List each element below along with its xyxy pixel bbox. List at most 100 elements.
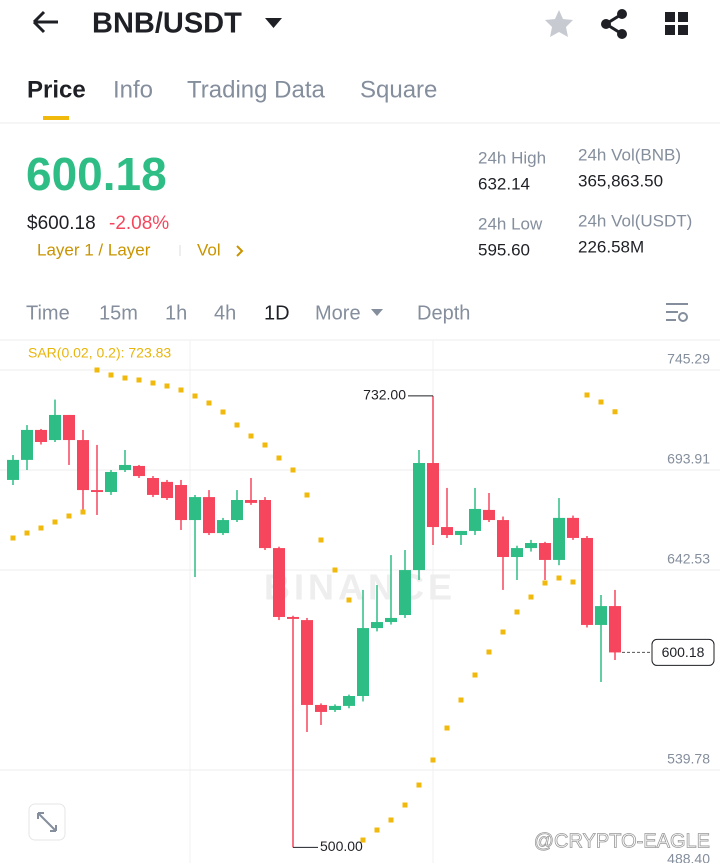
- sar-dot: [150, 380, 156, 386]
- last-price: 600.18: [26, 148, 167, 200]
- candle-body: [469, 508, 481, 531]
- candle-body: [245, 499, 257, 503]
- tag[interactable]: Layer 1 / Layer: [37, 240, 151, 259]
- candle-body: [77, 440, 89, 491]
- candle-body: [511, 548, 523, 558]
- sar-dot: [80, 509, 86, 515]
- favorite-star[interactable]: [545, 10, 573, 37]
- tab[interactable]: Info: [113, 76, 153, 103]
- sar-dot: [612, 409, 618, 415]
- tab[interactable]: Trading Data: [187, 76, 326, 103]
- candle-body: [119, 464, 131, 471]
- watermark: BINANCE: [264, 567, 456, 608]
- candle-body: [567, 517, 579, 538]
- candle-body: [581, 537, 593, 625]
- sar-dot: [290, 467, 296, 473]
- sar-dot: [444, 725, 450, 731]
- interval[interactable]: Depth: [417, 302, 470, 324]
- candle-body: [231, 499, 243, 521]
- sar-dot: [458, 697, 464, 703]
- sar-dot: [514, 609, 520, 615]
- sar-dot: [248, 433, 254, 439]
- interval[interactable]: Time: [26, 302, 70, 324]
- tab[interactable]: Square: [360, 76, 437, 103]
- back-button[interactable]: [32, 10, 58, 34]
- candle-body: [7, 459, 19, 480]
- interval[interactable]: 1D: [264, 302, 290, 324]
- sar-dot: [472, 672, 478, 678]
- indicator-label: SAR(0.02, 0.2): 723.83: [28, 345, 171, 361]
- candle-body: [385, 617, 397, 623]
- candle-body: [35, 429, 47, 442]
- candle-body: [595, 606, 607, 625]
- candle-body: [315, 704, 327, 712]
- candle-body: [189, 497, 201, 521]
- interval[interactable]: 4h: [214, 302, 236, 324]
- chart-settings-icon[interactable]: [666, 303, 688, 322]
- sar-dot: [234, 422, 240, 428]
- candle-body: [455, 530, 467, 536]
- sar-dot: [416, 782, 422, 788]
- sar-dot: [192, 393, 198, 399]
- sar-dot: [598, 399, 604, 405]
- sar-dot: [346, 597, 352, 603]
- candle-body: [161, 481, 173, 499]
- candle-body: [147, 478, 159, 495]
- candle-body: [49, 414, 61, 441]
- sar-dot: [122, 375, 128, 381]
- sar-dot: [38, 525, 44, 531]
- sar-dot: [220, 409, 226, 415]
- interval[interactable]: 15m: [99, 302, 138, 324]
- candle-body: [21, 429, 33, 460]
- interval[interactable]: More: [315, 302, 361, 324]
- sar-dot: [556, 575, 562, 581]
- y-tick-label: 745.29: [667, 351, 710, 367]
- stat-value: 595.60: [478, 240, 530, 259]
- candle-body: [357, 628, 369, 696]
- candle-body: [217, 520, 229, 534]
- sar-dot: [108, 372, 114, 378]
- stat-value: 365,863.50: [578, 171, 663, 190]
- sar-dot: [66, 513, 72, 519]
- tab[interactable]: Price: [27, 76, 86, 103]
- sar-dot: [178, 387, 184, 393]
- stat-label: 24h Low: [478, 214, 543, 233]
- pair-title[interactable]: BNB/USDT: [92, 8, 242, 40]
- sar-dot: [584, 392, 590, 398]
- candle-body: [609, 606, 621, 653]
- sar-dot: [486, 649, 492, 655]
- tag[interactable]: Vol: [197, 240, 221, 259]
- candle-body: [63, 414, 75, 441]
- sar-dot: [276, 455, 282, 461]
- watermark: @CRYPTO-EAGLE: [534, 830, 710, 852]
- candle-body: [329, 705, 341, 711]
- high-label: 732.00: [363, 387, 406, 403]
- share-icon[interactable]: [601, 9, 627, 39]
- y-tick-label: 488.40: [667, 851, 710, 863]
- pair-dropdown[interactable]: [265, 18, 282, 28]
- y-tick-label: 539.78: [667, 751, 710, 767]
- sar-dot: [10, 535, 16, 541]
- candle-body: [553, 517, 565, 560]
- stat-label: 24h Vol(BNB): [578, 145, 681, 164]
- sar-dot: [374, 827, 380, 833]
- price-change: -2.08%: [109, 213, 169, 234]
- candle-body: [203, 497, 215, 534]
- sar-dot: [24, 530, 30, 536]
- candle-body: [399, 570, 411, 616]
- sar-dot: [402, 802, 408, 808]
- menu-grid-icon[interactable]: [665, 12, 688, 35]
- candle-body: [301, 620, 313, 705]
- last-price-box: [651, 638, 715, 666]
- sar-dot: [430, 757, 436, 763]
- interval[interactable]: 1h: [165, 302, 187, 324]
- sar-dot: [52, 519, 58, 525]
- candle-body: [427, 463, 439, 528]
- candle-body: [413, 463, 425, 571]
- sar-dot: [136, 377, 142, 383]
- sar-dot: [206, 400, 212, 406]
- y-tick-label: 693.91: [667, 451, 710, 467]
- candle-body: [259, 499, 271, 549]
